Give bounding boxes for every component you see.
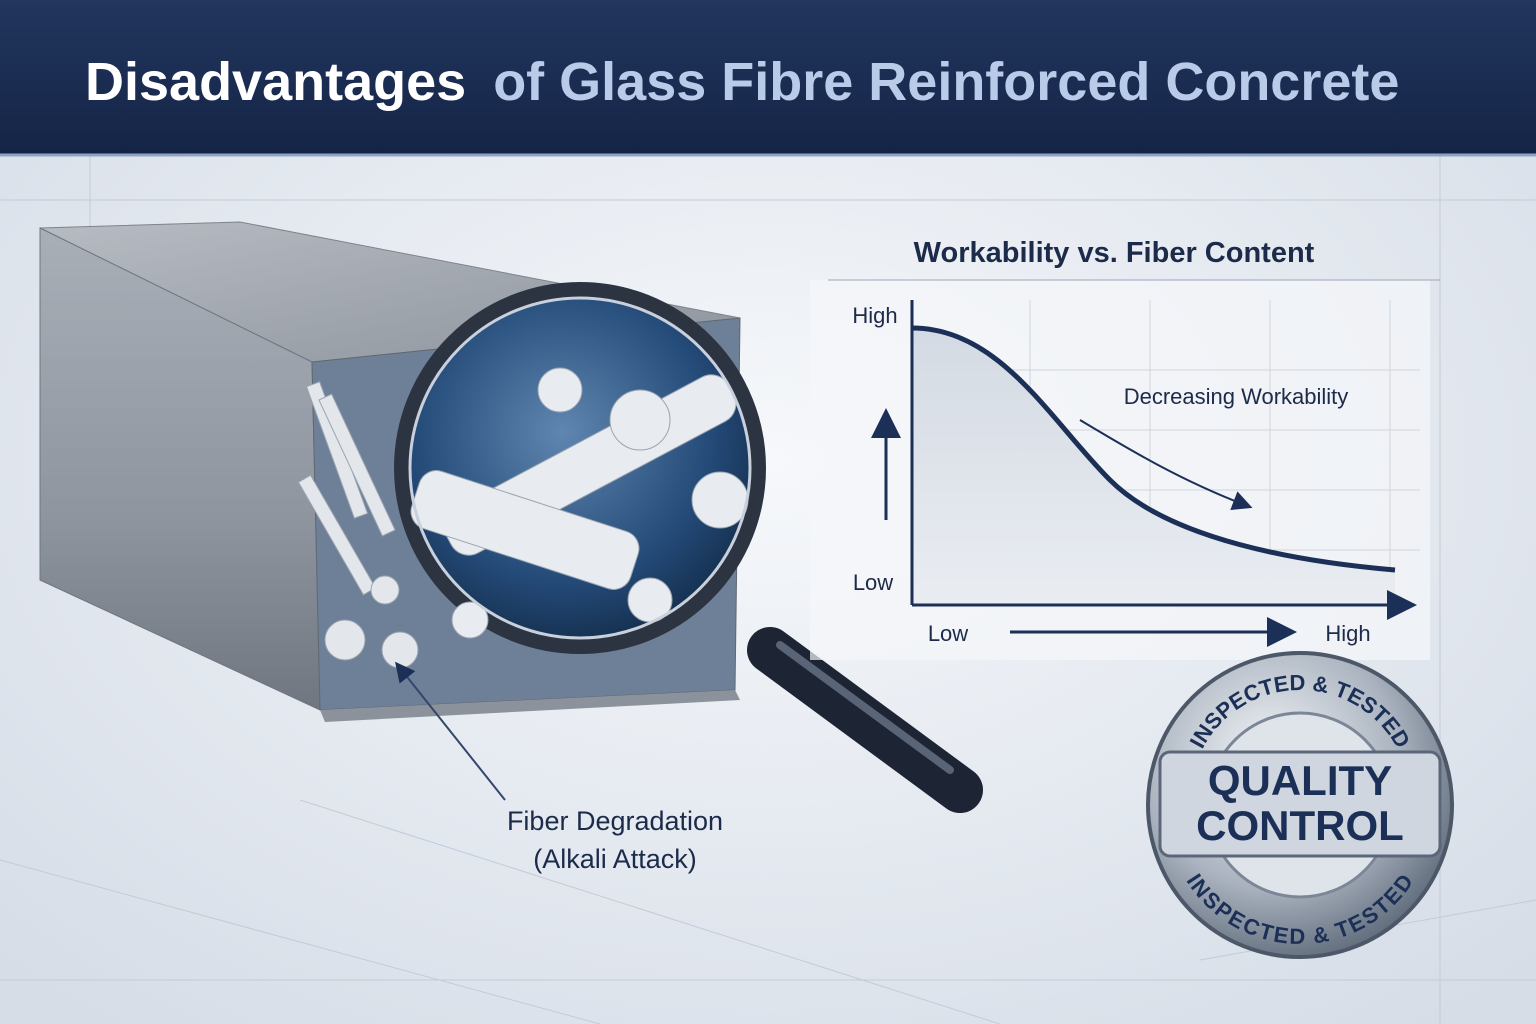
graph-title: Workability vs. Fiber Content — [914, 237, 1315, 269]
handle-highlight — [776, 641, 954, 774]
magnifier — [394, 282, 983, 813]
magnified-fibers-part — [609, 389, 671, 451]
seal-line: CONTROL — [1196, 802, 1404, 849]
seal-band — [1158, 750, 1442, 858]
quality-seal: INSPECTED & TESTED INSPECTED & TESTED QU… — [1146, 651, 1454, 959]
fiber-bundles — [297, 381, 419, 669]
callout-line: (Alkali Attack) — [533, 844, 697, 874]
fiber-bundles-part — [324, 619, 366, 661]
magnified-fibers-part — [537, 367, 583, 413]
curve-area — [912, 328, 1395, 605]
magnifier-handle — [747, 627, 983, 813]
magnified-fibers-part — [410, 470, 640, 590]
x-low-label: Low — [928, 621, 968, 646]
header-bar — [0, 0, 1536, 155]
callout-line: Fiber Degradation — [507, 806, 723, 836]
y-low-label: Low — [853, 570, 893, 595]
trend-arrow — [1079, 419, 1253, 511]
x-high-label: High — [1325, 621, 1370, 646]
fiber-bundles-part — [318, 393, 396, 537]
fiber-bundles-part — [381, 631, 419, 669]
fiber-bundles-part — [297, 474, 377, 596]
lens-rim — [408, 296, 752, 640]
workability-curve — [911, 325, 1396, 573]
title-rest: of Glass Fibre Reinforced Concrete — [493, 52, 1399, 112]
magnified-fibers — [410, 367, 749, 639]
callout-arrow — [395, 661, 506, 801]
magnified-fibers-part — [691, 471, 749, 529]
seal-line: QUALITY — [1208, 757, 1392, 804]
blueprint-lines-part — [299, 799, 1001, 1024]
page-title: Disadvantages of Glass Fibre Reinforced … — [85, 52, 1399, 112]
magnified-fibers-part — [451, 601, 489, 639]
fiber-bundles-part — [370, 575, 400, 605]
title-lead: Disadvantages — [85, 52, 466, 112]
blueprint-lines-part — [0, 859, 601, 1024]
workability-graph: Workability vs. Fiber Content High Low L… — [810, 237, 1440, 660]
block-base — [320, 690, 740, 722]
blueprint-lines — [0, 150, 1536, 1024]
trend-annotation: Decreasing Workability — [1124, 384, 1349, 409]
y-high-label: High — [852, 303, 897, 328]
